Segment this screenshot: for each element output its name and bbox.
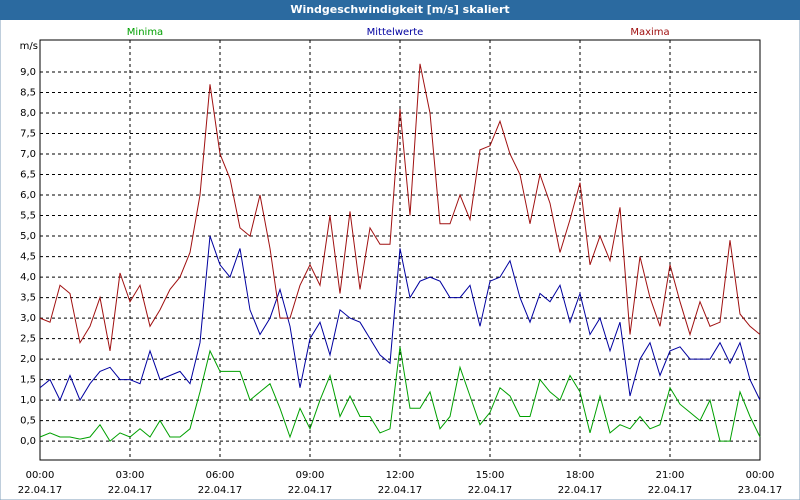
y-tick-label: 2,5 <box>20 334 36 345</box>
legend-label: Mittelwerte <box>367 27 424 38</box>
x-tick-date: 22.04.17 <box>378 485 423 496</box>
x-tick-date: 22.04.17 <box>648 485 693 496</box>
y-tick-label: 7,0 <box>20 149 36 160</box>
x-tick-label: 00:00 <box>746 470 775 481</box>
y-tick-label: 2,0 <box>20 354 36 365</box>
x-tick-label: 15:00 <box>476 470 505 481</box>
x-tick-date: 22.04.17 <box>288 485 333 496</box>
x-tick-date: 22.04.17 <box>18 485 63 496</box>
series-line <box>39 346 761 442</box>
series-line <box>39 63 761 351</box>
x-tick-date: 23.04.17 <box>738 485 783 496</box>
y-tick-label: 6,0 <box>20 190 36 201</box>
legend-label: Minima <box>127 27 163 38</box>
x-tick-date: 22.04.17 <box>198 485 243 496</box>
y-tick-label: 3,0 <box>20 313 36 324</box>
y-tick-label: 1,0 <box>20 395 36 406</box>
x-tick-label: 03:00 <box>116 470 145 481</box>
y-tick-label: 5,0 <box>20 231 36 242</box>
title-bar <box>0 0 800 20</box>
x-tick-label: 21:00 <box>656 470 685 481</box>
y-tick-label: 7,5 <box>20 129 36 140</box>
series-line <box>39 235 761 402</box>
y-tick-label: 0,0 <box>20 436 36 447</box>
y-tick-label: 3,5 <box>20 293 36 304</box>
x-tick-label: 06:00 <box>206 470 235 481</box>
y-tick-label: 8,0 <box>20 108 36 119</box>
legend-label: Maxima <box>630 27 669 38</box>
y-tick-label: 6,5 <box>20 170 36 181</box>
x-tick-label: 00:00 <box>26 470 55 481</box>
x-tick-date: 22.04.17 <box>558 485 603 496</box>
y-tick-label: 5,5 <box>20 211 36 222</box>
y-axis-label: m/s <box>20 41 38 52</box>
x-tick-label: 12:00 <box>386 470 415 481</box>
y-tick-label: 4,5 <box>20 252 36 263</box>
y-tick-label: 0,5 <box>20 416 36 427</box>
x-tick-label: 18:00 <box>566 470 595 481</box>
y-tick-label: 1,5 <box>20 375 36 386</box>
y-tick-label: 4,0 <box>20 272 36 283</box>
x-tick-label: 09:00 <box>296 470 325 481</box>
y-tick-label: 8,5 <box>20 88 36 99</box>
x-tick-date: 22.04.17 <box>468 485 513 496</box>
chart-title: Windgeschwindigkeit [m/s] skaliert <box>290 3 509 16</box>
x-tick-date: 22.04.17 <box>108 485 153 496</box>
y-tick-label: 9,0 <box>20 67 36 78</box>
